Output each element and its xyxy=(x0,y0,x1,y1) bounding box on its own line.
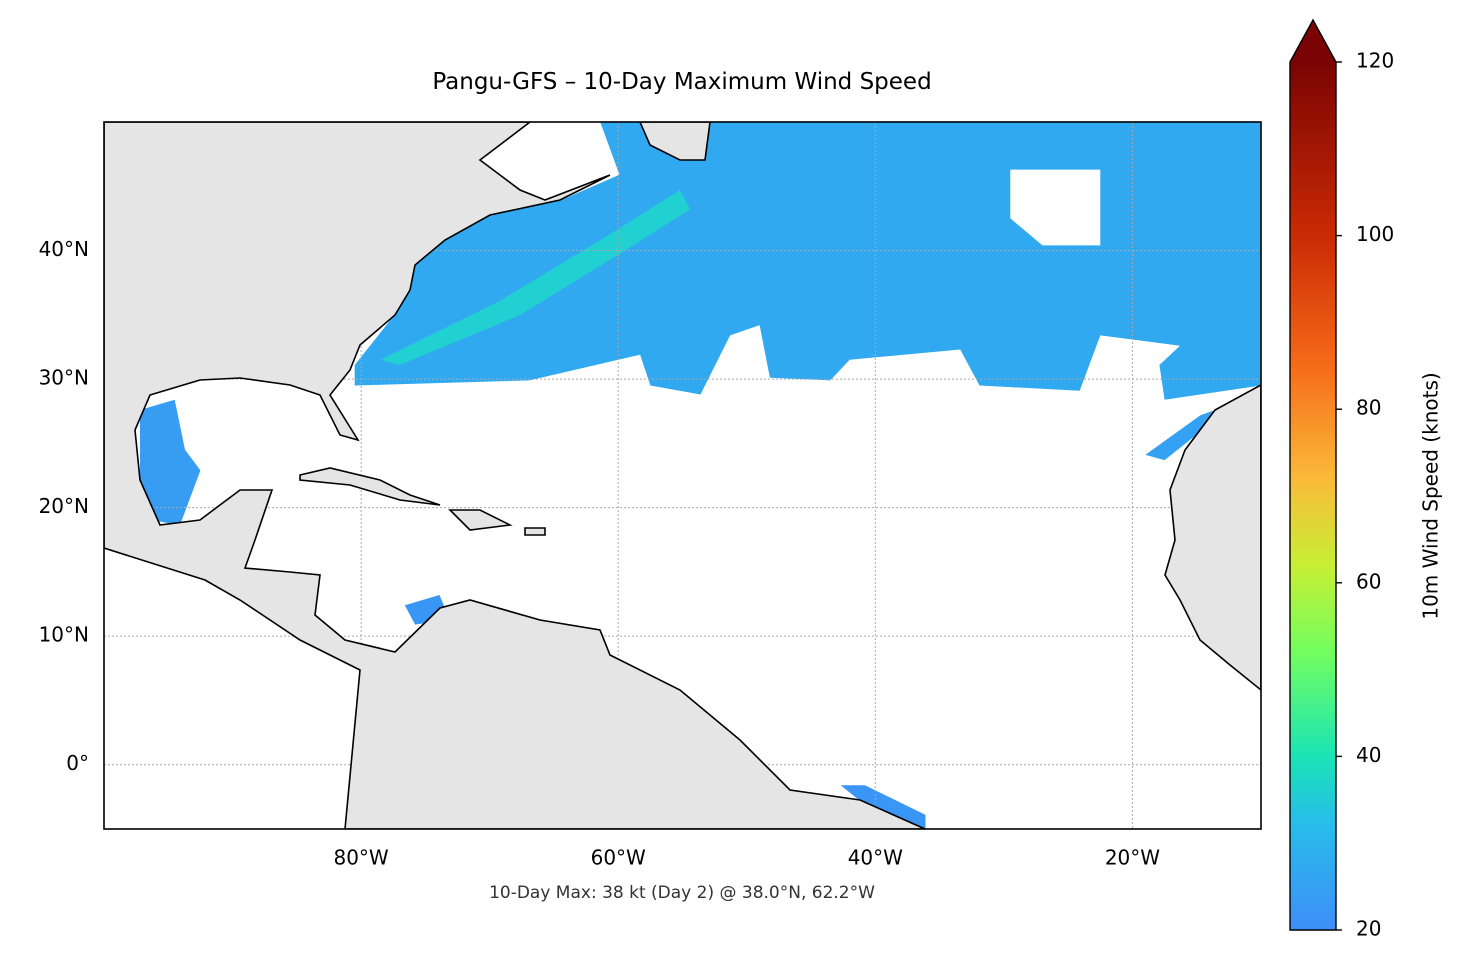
colorbar-gradient xyxy=(1290,62,1336,930)
newfoundland xyxy=(639,122,711,161)
americas xyxy=(104,122,926,829)
wind-swath xyxy=(354,122,1261,400)
cuba xyxy=(299,467,441,506)
colorbar-extend xyxy=(1290,20,1336,62)
wind-swath xyxy=(380,190,691,365)
colorbar-tick-label: 100 xyxy=(1356,222,1394,246)
hispaniola xyxy=(448,509,513,531)
x-tick-label: 60°W xyxy=(591,846,646,870)
y-tick-label: 0° xyxy=(66,751,89,775)
colorbar-tick-label: 40 xyxy=(1356,743,1381,767)
y-tick-label: 10°N xyxy=(39,623,89,647)
map xyxy=(104,122,1261,829)
colorbar-frame xyxy=(1289,18,1337,931)
y-tick-label: 20°N xyxy=(39,494,89,518)
colorbar-tick-label: 60 xyxy=(1356,569,1381,593)
annotation: 10-Day Max: 38 kt (Day 2) @ 38.0°N, 62.2… xyxy=(489,883,875,903)
colorbar-tick-label: 20 xyxy=(1356,917,1381,941)
x-tick-label: 40°W xyxy=(848,846,903,870)
wind-swath xyxy=(840,785,926,829)
x-tick-label: 80°W xyxy=(333,846,388,870)
colorbar-label: 10m Wind Speed (knots) xyxy=(1419,372,1443,619)
colorbar-tick-label: 80 xyxy=(1356,396,1381,420)
chart-title: Pangu-GFS – 10-Day Maximum Wind Speed xyxy=(432,69,931,95)
axes-frame xyxy=(103,121,1262,830)
x-tick-label: 20°W xyxy=(1105,846,1160,870)
colorbar-tick-label: 120 xyxy=(1356,49,1394,73)
y-tick-label: 40°N xyxy=(39,237,89,261)
puerto-rico xyxy=(524,527,546,536)
africa xyxy=(1164,384,1261,692)
y-tick-label: 30°N xyxy=(39,366,89,390)
colorbar: 20 40 60 80 100 120 10m Wind Speed (knots) xyxy=(1289,18,1443,941)
wind-swath xyxy=(140,399,201,526)
